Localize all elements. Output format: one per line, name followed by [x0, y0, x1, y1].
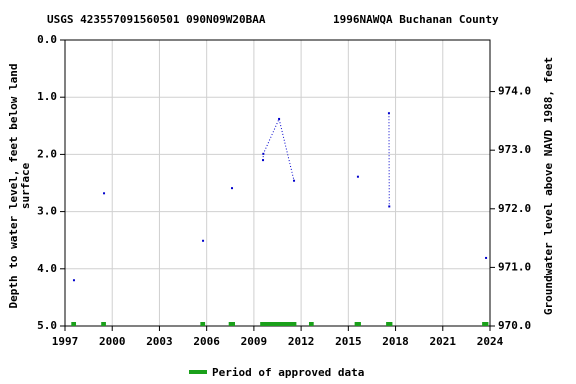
x-tick-label: 2015	[335, 335, 362, 348]
approved-period	[386, 322, 393, 326]
x-tick-label: 2012	[288, 335, 315, 348]
y-tick-label: 5.0	[37, 319, 57, 332]
plot-frame	[64, 39, 491, 327]
approved-period	[354, 322, 361, 326]
y-tick-label: 0.0	[37, 33, 57, 46]
data-point	[356, 175, 359, 178]
data-point	[485, 256, 488, 259]
y2-axis-label: Groundwater level above NAVD 1988, feet	[542, 57, 555, 315]
y-tick-label: 2.0	[37, 147, 57, 160]
approved-period	[71, 322, 77, 326]
y2-tick-label: 970.0	[498, 319, 531, 332]
approved-period	[308, 322, 314, 326]
data-point	[202, 239, 205, 242]
data-point	[278, 117, 281, 120]
x-tick-label: 2006	[193, 335, 220, 348]
approved-period	[260, 322, 297, 326]
data-point	[103, 192, 106, 195]
y2-tick-label: 973.0	[498, 143, 531, 156]
chart-subtitle: 1996NAWQA Buchanan County	[333, 13, 499, 26]
x-tick-label: 2009	[241, 335, 268, 348]
x-tick-label: 2000	[99, 335, 126, 348]
approved-period	[101, 322, 106, 326]
x-tick-label: 2024	[477, 335, 504, 348]
data-point	[72, 279, 75, 282]
approved-period	[228, 322, 235, 326]
y-tick-label: 3.0	[37, 205, 57, 218]
y-tick-label: 1.0	[37, 90, 57, 103]
x-tick-label: 2018	[382, 335, 409, 348]
data-point	[231, 187, 234, 190]
y-tick-label: 4.0	[37, 262, 57, 275]
x-tick-label: 1997	[52, 335, 79, 348]
approved-period	[482, 322, 489, 326]
y2-tick-label: 971.0	[498, 260, 531, 273]
y-axis-label: surface	[19, 162, 32, 209]
legend-label: Period of approved data	[212, 366, 364, 379]
x-tick-label: 2021	[430, 335, 457, 348]
data-line	[262, 117, 295, 181]
chart-title: USGS 423557091560501 090N09W20BAA	[47, 13, 266, 26]
y2-tick-label: 972.0	[498, 202, 531, 215]
x-tick-label: 2003	[146, 335, 173, 348]
approved-period	[200, 322, 206, 326]
y2-tick-label: 974.0	[498, 85, 531, 98]
y-axis-label: Depth to water level, feet below land	[7, 63, 20, 308]
